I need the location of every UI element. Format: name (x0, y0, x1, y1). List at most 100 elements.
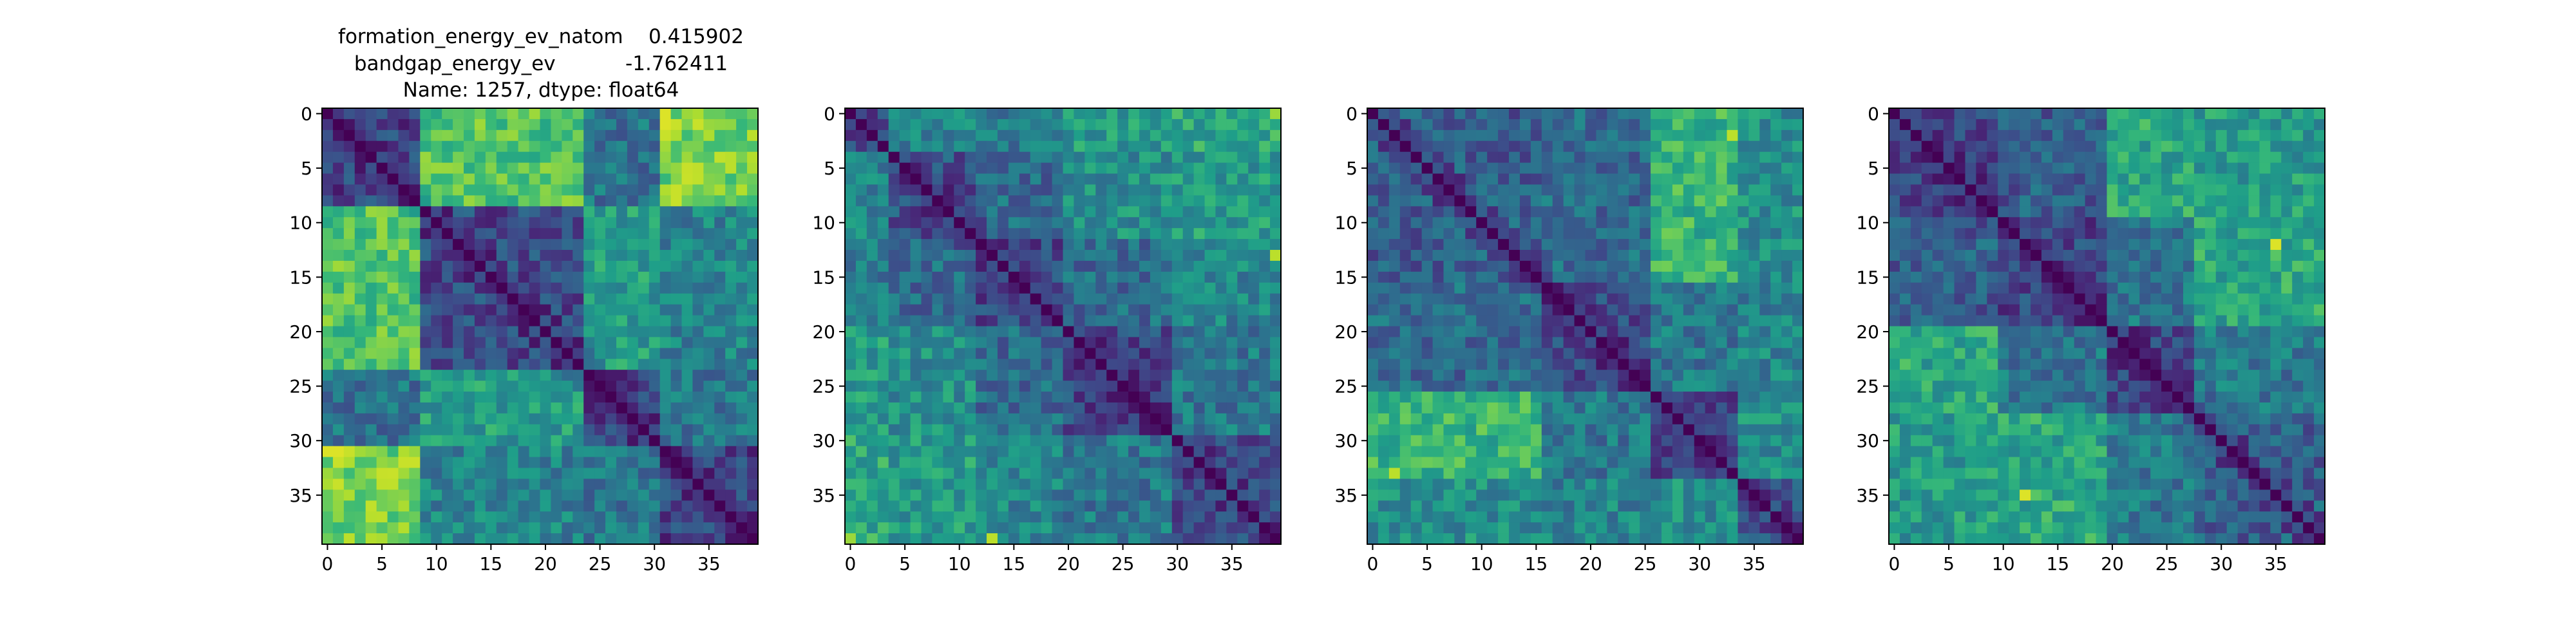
heatmap-cell (1738, 468, 1749, 480)
heatmap-cell (725, 457, 737, 469)
heatmap-cell (1965, 118, 1976, 131)
heatmap-cell (529, 402, 541, 414)
heatmap-cell (1563, 348, 1575, 359)
heatmap-cell (670, 489, 683, 501)
heatmap-cell (976, 381, 987, 392)
heatmap-cell (1421, 228, 1434, 240)
heatmap-cell (1476, 217, 1488, 229)
heatmap-cell (1215, 511, 1227, 523)
heatmap-cell (932, 522, 943, 534)
heatmap-cell (1074, 162, 1085, 175)
heatmap-cell (431, 293, 442, 305)
heatmap-cell (322, 151, 334, 164)
heatmap-cell (1498, 108, 1510, 120)
heatmap-cell (1640, 129, 1651, 142)
heatmap-cell (322, 402, 334, 414)
heatmap-cell (997, 151, 1009, 164)
heatmap-cell (1552, 162, 1564, 175)
heatmap-cell (540, 118, 552, 131)
heatmap-cell (1030, 293, 1042, 305)
heatmap-cell (1487, 381, 1499, 392)
heatmap-cell (1585, 250, 1597, 261)
heatmap-cell (899, 337, 911, 348)
heatmap-cell (1248, 500, 1260, 512)
heatmap-cell (965, 435, 976, 447)
heatmap-cell (627, 489, 639, 501)
heatmap-cell (1030, 326, 1042, 338)
heatmap-cell (1541, 435, 1553, 447)
heatmap-cell (845, 359, 857, 370)
heatmap-cell (943, 468, 954, 480)
heatmap-cell (1651, 293, 1662, 305)
heatmap-cell (943, 457, 954, 469)
heatmap-cell (1716, 250, 1728, 261)
heatmap-cell (540, 326, 552, 338)
heatmap-cell (1030, 489, 1042, 501)
heatmap-cell (997, 108, 1009, 120)
heatmap-cell (551, 413, 562, 425)
heatmap-cell (1204, 446, 1217, 458)
heatmap-cell (507, 108, 519, 120)
heatmap-cell (1160, 195, 1173, 207)
y-tick-label: 5 (824, 158, 835, 179)
heatmap-cell (1738, 315, 1749, 327)
heatmap-cell (1651, 250, 1662, 261)
heatmap-cell (1399, 129, 1412, 142)
x-tick-label: 10 (425, 553, 448, 574)
heatmap-cell (866, 228, 878, 240)
heatmap-cell (1530, 392, 1542, 403)
heatmap-cell (1498, 118, 1510, 131)
heatmap-cell (845, 118, 857, 131)
heatmap-cell (1388, 489, 1401, 501)
heatmap-cell (420, 402, 431, 414)
heatmap-cell (1585, 195, 1597, 207)
heatmap-cell (1552, 348, 1564, 359)
heatmap-cell (736, 304, 748, 316)
heatmap-cell (1694, 522, 1706, 534)
heatmap-cell (659, 162, 672, 175)
heatmap-cell (1237, 217, 1249, 229)
heatmap-cell (1095, 250, 1107, 261)
heatmap-cell (1563, 129, 1575, 142)
heatmap-cell (1716, 304, 1728, 316)
heatmap-cell (1498, 359, 1510, 370)
heatmap-cell (681, 326, 694, 338)
heatmap-cell (1128, 457, 1140, 469)
heatmap-cell (1117, 533, 1129, 545)
heatmap-cell (409, 173, 421, 185)
heatmap-cell (1270, 359, 1282, 370)
heatmap-cell (1074, 250, 1085, 261)
heatmap-cell (1193, 381, 1206, 392)
heatmap-cell (747, 184, 759, 196)
heatmap-cell (747, 468, 759, 480)
heatmap-cell (496, 435, 508, 447)
heatmap-cell (365, 413, 377, 425)
heatmap-cell (1465, 381, 1477, 392)
heatmap-cell (1443, 402, 1455, 414)
heatmap-cell (877, 370, 889, 381)
heatmap-cell (736, 457, 748, 469)
heatmap-cell (594, 271, 606, 283)
heatmap-cell (1759, 533, 1771, 545)
heatmap-cell (1759, 162, 1771, 175)
heatmap-cell (1259, 413, 1271, 425)
heatmap-cell (540, 260, 552, 272)
heatmap-cell (1117, 446, 1129, 458)
heatmap-cell (910, 500, 922, 512)
heatmap-cell (954, 271, 965, 283)
heatmap-cell (1661, 195, 1673, 207)
heatmap-cell (943, 413, 954, 425)
heatmap-cell (1727, 478, 1739, 490)
heatmap-cell (638, 359, 650, 370)
heatmap-cell (464, 402, 475, 414)
heatmap-cell (877, 282, 889, 294)
heatmap-cell (943, 118, 954, 131)
heatmap-cell (1661, 151, 1673, 164)
heatmap-cell (649, 348, 661, 359)
heatmap-cell (877, 304, 889, 316)
heatmap-cell (1259, 478, 1271, 490)
heatmap-cell (332, 195, 345, 207)
heatmap-cell (1259, 260, 1271, 272)
heatmap-cell (583, 151, 595, 164)
heatmap-cell (1139, 304, 1151, 316)
